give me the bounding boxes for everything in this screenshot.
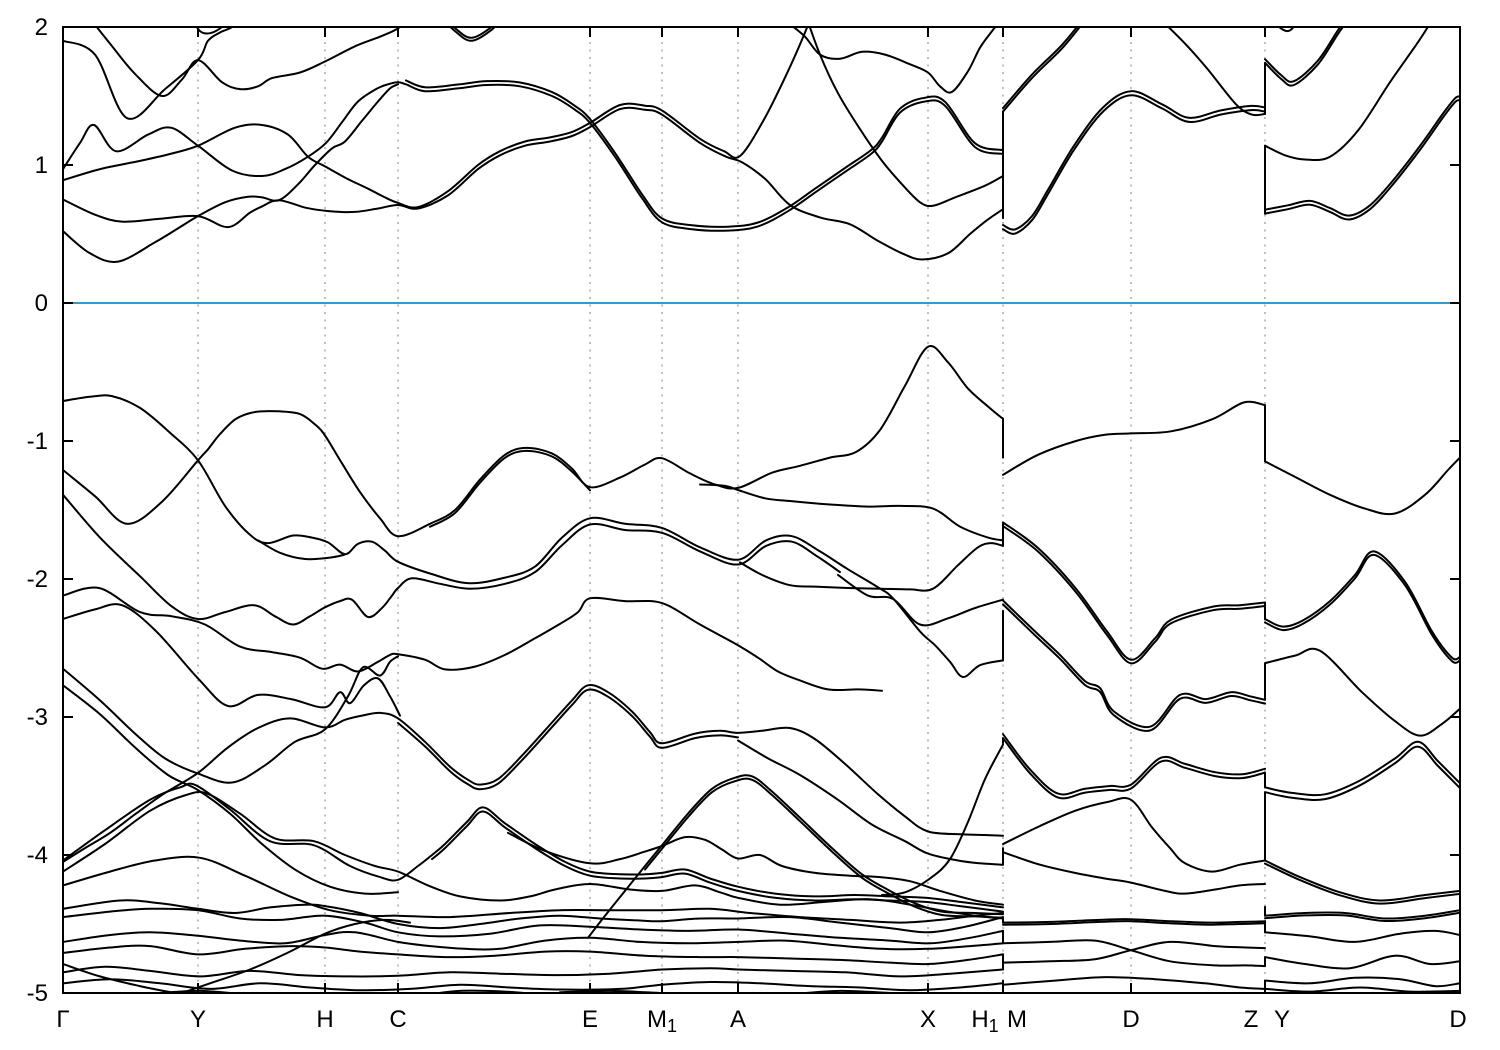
svg-text:Γ: Γ xyxy=(56,1006,69,1033)
svg-text:-2: -2 xyxy=(27,566,48,593)
svg-text:M1: M1 xyxy=(647,1006,677,1036)
svg-text:D: D xyxy=(1122,1006,1139,1033)
svg-text:1: 1 xyxy=(35,152,48,179)
svg-text:Y: Y xyxy=(190,1006,206,1033)
svg-text:0: 0 xyxy=(35,290,48,317)
svg-text:A: A xyxy=(730,1006,746,1033)
svg-text:-4: -4 xyxy=(27,842,48,869)
svg-text:Z: Z xyxy=(1244,1006,1259,1033)
svg-text:D: D xyxy=(1449,1006,1466,1033)
svg-text:-3: -3 xyxy=(27,704,48,731)
svg-text:-1: -1 xyxy=(27,428,48,455)
svg-text:Y: Y xyxy=(1274,1006,1290,1033)
svg-text:C: C xyxy=(389,1006,406,1033)
svg-text:E: E xyxy=(582,1006,598,1033)
svg-text:-5: -5 xyxy=(27,980,48,1007)
svg-text:H: H xyxy=(316,1006,333,1033)
svg-text:2: 2 xyxy=(35,14,48,41)
svg-text:X: X xyxy=(920,1006,936,1033)
svg-text:M: M xyxy=(1007,1006,1027,1033)
